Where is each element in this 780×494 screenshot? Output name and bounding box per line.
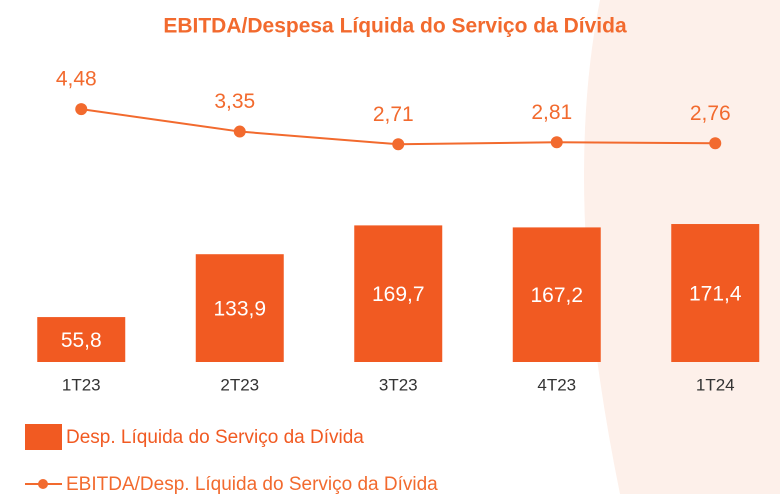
x-tick-label: 4T23 xyxy=(537,375,576,394)
legend-label: EBITDA/Desp. Líquida do Serviço da Dívid… xyxy=(66,474,438,494)
line-point xyxy=(709,137,722,150)
x-tick-label: 1T24 xyxy=(696,375,735,394)
line-value-label: 3,35 xyxy=(214,90,255,113)
legend-swatch xyxy=(25,424,62,450)
legend-label: Desp. Líquida do Serviço da Dívida xyxy=(66,427,364,448)
bar-value-label: 171,4 xyxy=(689,283,742,306)
bar-value-label: 169,7 xyxy=(372,283,425,306)
line-value-label: 2,81 xyxy=(531,101,572,124)
bar xyxy=(195,254,284,362)
line-point xyxy=(550,136,563,149)
line-point xyxy=(233,125,246,138)
line-point xyxy=(75,103,88,116)
line-value-label: 2,76 xyxy=(690,102,731,125)
bar xyxy=(354,225,443,362)
bar xyxy=(512,227,601,362)
bar-value-label: 133,9 xyxy=(213,298,266,321)
bar xyxy=(37,317,126,362)
chart-title: EBITDA/Despesa Líquida do Serviço da Dív… xyxy=(163,15,627,38)
line-value-label: 2,71 xyxy=(373,103,414,126)
line-value-label: 4,48 xyxy=(56,68,97,91)
legend-marker xyxy=(38,479,48,489)
x-tick-label: 2T23 xyxy=(220,375,259,394)
bar-value-label: 55,8 xyxy=(61,329,102,352)
x-tick-label: 1T23 xyxy=(62,375,101,394)
line-point xyxy=(392,138,405,151)
bar xyxy=(671,224,760,362)
bar-value-label: 167,2 xyxy=(530,284,583,307)
x-tick-label: 3T23 xyxy=(379,375,418,394)
